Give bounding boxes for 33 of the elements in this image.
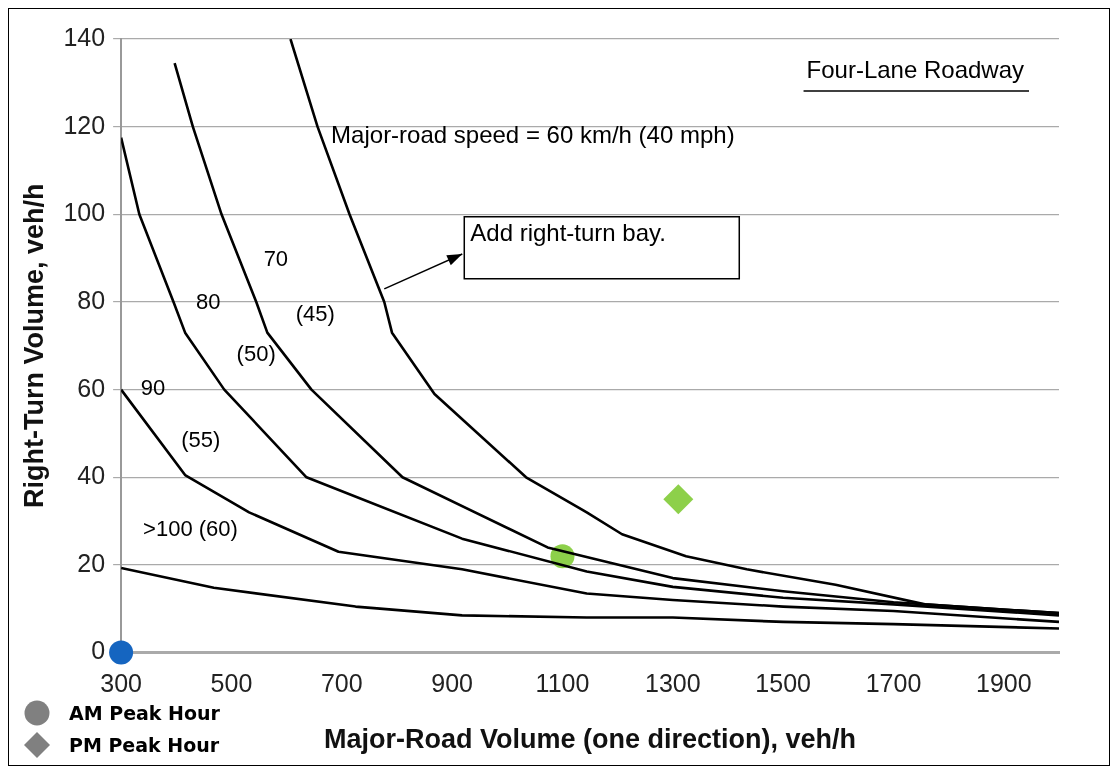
y-tick-label: 100	[63, 198, 106, 227]
y-tick-label: 20	[77, 548, 106, 577]
text: AM Peak Hour	[69, 702, 220, 724]
x-axis-title: Major-Road Volume (one direction), veh/h	[324, 724, 857, 755]
annotation: 70	[263, 245, 289, 271]
x-tick-label: 1700	[865, 669, 922, 698]
y-tick-label: 80	[77, 285, 106, 314]
annotation: >100 (60)	[143, 515, 238, 541]
point	[663, 484, 694, 515]
x-tick-label: 1500	[755, 669, 811, 698]
y-tick-label: 120	[63, 110, 106, 139]
annotation: (50)	[236, 341, 276, 367]
y-tick-label: 0	[91, 636, 106, 665]
annotation: 80	[196, 288, 221, 314]
annotation: (55)	[181, 426, 221, 452]
x-tick-label: 1900	[976, 669, 1032, 698]
x-tick-label: 1300	[645, 669, 701, 698]
y-axis-title: Right-Turn Volume, veh/h	[18, 183, 49, 509]
annotation: Four-Lane Roadway	[806, 55, 1024, 83]
x-tick-label: 1100	[535, 669, 590, 698]
x-tick-label: 700	[320, 669, 363, 698]
x-tick-label: 300	[100, 669, 142, 698]
annotation: Major-road speed = 60 km/h (40 mph)	[331, 120, 735, 148]
point	[109, 640, 134, 665]
y-tick-label: 140	[63, 22, 106, 51]
text: PM Peak Hour	[69, 734, 220, 756]
x-tick-label: 900	[431, 669, 473, 698]
annotation: Add right-turn bay.	[470, 219, 666, 247]
annotation: 90	[140, 374, 166, 400]
y-tick-label: 60	[77, 373, 106, 402]
x-tick-label: 500	[210, 669, 253, 698]
y-tick-label: 40	[77, 461, 106, 490]
annotation: (45)	[295, 301, 335, 327]
